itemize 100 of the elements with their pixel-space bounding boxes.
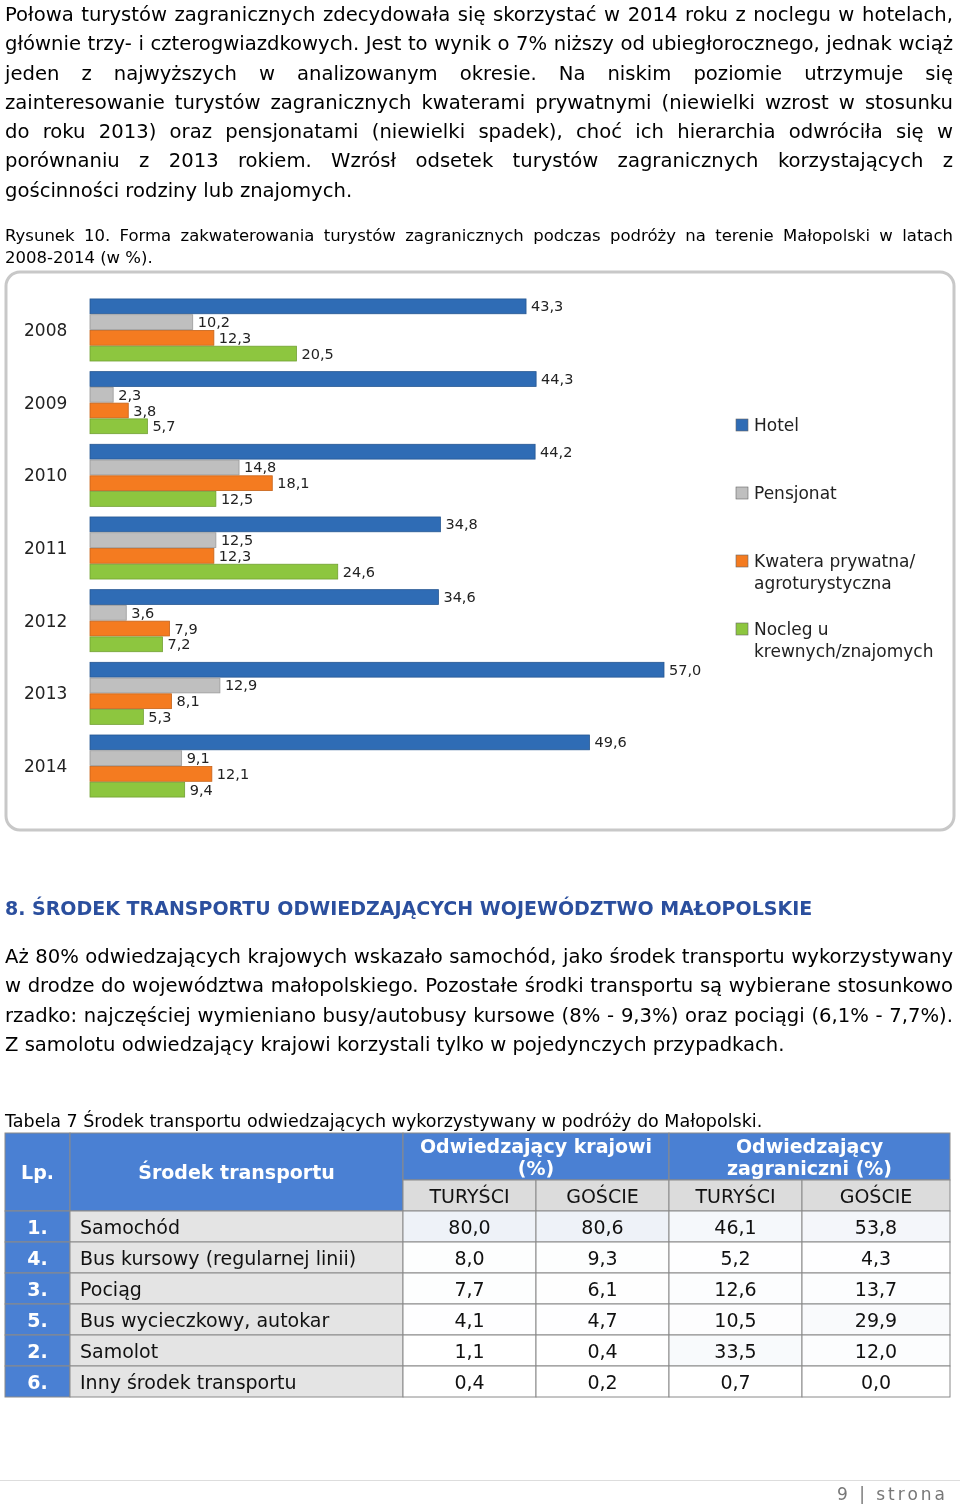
data-label: 0,0 [860, 1370, 892, 1393]
data-label: 80,6 [581, 1215, 624, 1238]
bar [89, 781, 186, 798]
text: 1. [27, 1215, 48, 1238]
data-label: 12,5 [220, 490, 254, 507]
data-label: 12,1 [216, 765, 250, 782]
data-label: 12,0 [854, 1339, 898, 1362]
data-label: 12,9 [224, 677, 258, 694]
data-label: 7,9 [174, 620, 198, 637]
data-label: 4,1 [454, 1308, 485, 1331]
bar [89, 491, 217, 507]
data-label: 8,1 [176, 693, 200, 710]
text: 9 | strona [836, 1484, 948, 1504]
data-label: 29,9 [854, 1308, 898, 1331]
data-label: 10,5 [714, 1308, 757, 1331]
legend-label: Nocleg u krewnych/znajomych [754, 619, 934, 662]
data-label: 14,8 [244, 459, 277, 476]
bar [89, 620, 170, 637]
legend-label: Kwatera prywatna/ agroturystyczna [754, 551, 916, 594]
bar [89, 418, 148, 435]
y-tick-label: Pociąg [80, 1277, 142, 1300]
data-label: 5,3 [148, 708, 172, 725]
data-label: 0,2 [587, 1370, 618, 1393]
bar [89, 548, 215, 564]
data-label: 46,1 [714, 1215, 757, 1238]
y-tick-label: Inny środek transportu [80, 1370, 297, 1393]
text: Aż 80% odwiedzających krajowych wskazało samochód, jako środek transportu wykorzystywany w drodze do województwa małopolskiego. Pozostałe środki transportu są wybierane stosunkowo rzadko: najczęściej wymieniano busy/autobusy kursowe (8% - 9,3%) oraz pociągi (6,1% - 7,7%). Z samolotu odwiedzający krajowi korzystali tylko w pojedynczych przypadkach. [5, 944, 953, 1058]
x-tick-label: GOŚCIE [566, 1183, 639, 1207]
text: Lp. [21, 1161, 54, 1183]
bar [89, 589, 439, 605]
data-label: 43,3 [531, 298, 564, 315]
y-tick-label: 2010 [24, 465, 68, 486]
data-label: 12,3 [218, 547, 252, 564]
data-label: 0,7 [720, 1370, 751, 1393]
y-tick-label: 2011 [24, 538, 68, 558]
text: 2. [27, 1339, 48, 1362]
bar [89, 766, 213, 782]
data-label: 9,1 [186, 750, 210, 767]
data-label: 7,2 [167, 636, 191, 653]
data-label: 44,3 [541, 371, 574, 388]
y-tick-label: Bus kursowy (regularnej linii) [80, 1246, 357, 1269]
data-label: 3,6 [131, 604, 155, 621]
data-label: 5,7 [152, 418, 176, 435]
data-label: 10,2 [197, 314, 231, 331]
bar [89, 475, 273, 492]
text: 6. [27, 1370, 48, 1393]
bar [89, 563, 339, 580]
bar [89, 298, 527, 315]
data-label: 6,1 [587, 1277, 618, 1300]
bar [89, 677, 221, 694]
data-label: 4,3 [860, 1246, 892, 1269]
y-tick-label: 2014 [24, 756, 68, 777]
bar [89, 443, 536, 460]
y-tick-label: Bus wycieczkowy, autokar [80, 1308, 330, 1331]
bar [89, 314, 194, 330]
data-label: 18,1 [277, 475, 310, 492]
y-tick-label: Samolot [80, 1339, 159, 1362]
bar [89, 330, 215, 346]
data-label: 13,7 [854, 1277, 898, 1300]
y-tick-label: Samochód [80, 1215, 181, 1238]
text: 3. [27, 1277, 48, 1300]
bar [89, 345, 297, 362]
data-label: 24,6 [342, 563, 376, 580]
data-label: 9,3 [587, 1246, 618, 1269]
data-label: 12,5 [220, 532, 254, 549]
data-label: 49,6 [594, 734, 627, 751]
data-label: 4,7 [587, 1308, 618, 1331]
data-label: 12,3 [218, 329, 252, 346]
data-label: 57,0 [669, 661, 702, 678]
x-tick-label: TURYŚCI [428, 1183, 510, 1207]
bar [89, 371, 537, 387]
y-tick-label: 2012 [24, 610, 68, 631]
bar [89, 693, 172, 710]
bar [89, 516, 441, 533]
bar [89, 459, 240, 476]
text: 5. [27, 1308, 48, 1331]
text: 4. [27, 1246, 48, 1269]
bar [89, 386, 114, 403]
bar [89, 661, 665, 678]
legend-label: Pensjonat [754, 483, 838, 503]
chart-title: Rysunek 10. Forma zakwaterowania turystów zagranicznych podczas podróży na terenie Małopolski w latach 2008-2014 (w %). [5, 225, 953, 269]
text: Odwiedzający zagraniczni (%) [726, 1135, 893, 1179]
x-tick-label: GOŚCIE [839, 1183, 913, 1207]
text: Środek transportu [138, 1160, 335, 1183]
y-tick-label: 2009 [24, 392, 68, 413]
data-label: 8,0 [454, 1246, 485, 1269]
legend-label: Hotel [754, 415, 800, 435]
data-label: 0,4 [454, 1370, 485, 1393]
data-label: 80,0 [448, 1215, 491, 1238]
text: 8. ŚRODEK TRANSPORTU ODWIEDZAJĄCYCH WOJEWÓDZTWO MAŁOPOLSKIE [5, 897, 813, 919]
data-label: 34,6 [443, 589, 476, 606]
data-label: 44,2 [540, 443, 573, 460]
bar [89, 532, 217, 548]
data-label: 9,4 [189, 781, 213, 798]
data-label: 7,7 [454, 1277, 485, 1300]
data-label: 20,5 [301, 345, 334, 362]
text: Odwiedzający krajowi (%) [419, 1135, 653, 1179]
bar [89, 709, 144, 725]
data-label: 33,5 [714, 1339, 757, 1362]
data-label: 0,4 [587, 1339, 618, 1362]
